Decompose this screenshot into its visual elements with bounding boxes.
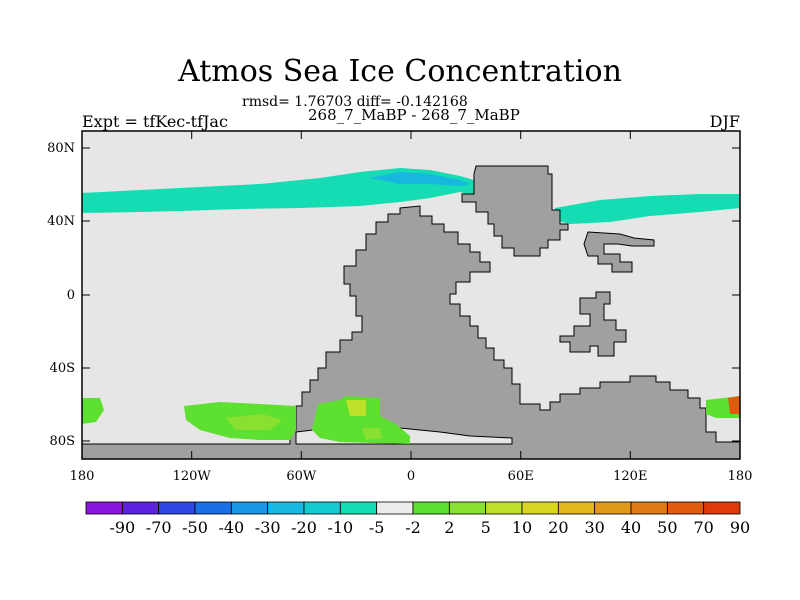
south-pacific-weak-core (226, 414, 282, 430)
colorbar-label: -70 (146, 518, 172, 537)
colorbar-label: 50 (657, 518, 677, 537)
colorbar-label: 10 (512, 518, 532, 537)
colorbar-label: 40 (621, 518, 641, 537)
land-masses (81, 165, 741, 460)
colorbar-label: 30 (584, 518, 604, 537)
colorbar-swatch (339, 501, 378, 515)
south-atlantic-positive-region (312, 396, 410, 444)
colorbar-label: -40 (218, 518, 244, 537)
colorbar-swatch (230, 501, 269, 515)
colorbar-label: 70 (693, 518, 713, 537)
chart-title: Atmos Sea Ice Concentration (178, 54, 622, 89)
lon-tick-label: 120E (613, 469, 647, 484)
lon-tick-label: 180 (728, 469, 753, 484)
comparison-label: 268_7_MaBP - 268_7_MaBP (308, 106, 520, 124)
colorbar-label: -20 (291, 518, 317, 537)
colorbar-swatch (521, 501, 559, 515)
colorbar-swatch (303, 501, 341, 515)
colorbar: -90 -70 -50 -40 -30 -20 -10 -5 -2 2 5 10 20 30 40 50 70 9… (85, 501, 750, 537)
lat-tick-label: 0 (67, 288, 75, 303)
lon-tick-label: 60W (286, 469, 317, 484)
colorbar-swatch (85, 501, 123, 515)
southeast-positive-core (728, 396, 740, 414)
lon-tick-label: 180 (70, 469, 95, 484)
season-label: DJF (709, 112, 740, 131)
colorbar-label: 90 (730, 518, 750, 537)
colorbar-swatch (412, 501, 450, 515)
northern-negative-band (82, 168, 474, 213)
colorbar-label: -90 (109, 518, 135, 537)
latitude-axis (82, 147, 740, 442)
colorbar-swatch (376, 501, 414, 515)
southwest-positive-region (82, 398, 104, 424)
colorbar-label: -2 (405, 518, 421, 537)
colorbar-label: -30 (255, 518, 281, 537)
stats-label: rmsd= 1.76703 diff= -0.142168 (242, 94, 468, 110)
colorbar-label: 20 (548, 518, 568, 537)
colorbar-swatch (448, 501, 487, 515)
land-main-continent (81, 205, 741, 460)
colorbar-swatch (594, 501, 632, 515)
longitude-axis (81, 131, 741, 459)
experiment-label: Expt = tfKec-tfJac (82, 112, 228, 131)
lon-tick-label: 0 (407, 469, 415, 484)
lat-tick-label: 40N (47, 214, 75, 229)
lat-tick-label: 40S (50, 361, 75, 376)
south-atlantic-strong-core (346, 400, 366, 416)
land-islands-east (559, 291, 627, 357)
lat-tick-label: 80S (50, 434, 75, 449)
colorbar-swatch (630, 501, 668, 515)
northern-negative-core (370, 172, 470, 186)
colorbar-label: 2 (444, 518, 454, 537)
colorbar-label: -5 (369, 518, 385, 537)
northeast-negative-band (555, 194, 740, 224)
colorbar-swatch (485, 501, 523, 515)
south-atlantic-core-2 (362, 428, 382, 440)
colorbar-swatch (121, 501, 160, 515)
land-north-continent (461, 165, 569, 257)
land-arm-east (583, 231, 655, 273)
colorbar-swatch (666, 501, 705, 515)
colorbar-swatch (158, 501, 196, 515)
lon-tick-label: 60E (508, 469, 534, 484)
colorbar-swatch (267, 501, 305, 515)
colorbar-label: 5 (481, 518, 491, 537)
lat-tick-label: 80N (47, 141, 75, 156)
colorbar-label: -50 (182, 518, 208, 537)
colorbar-label: -10 (327, 518, 353, 537)
lon-tick-label: 120W (173, 469, 212, 484)
colorbar-swatch (703, 501, 741, 515)
colorbar-swatch (557, 501, 596, 515)
colorbar-swatch (194, 501, 232, 515)
